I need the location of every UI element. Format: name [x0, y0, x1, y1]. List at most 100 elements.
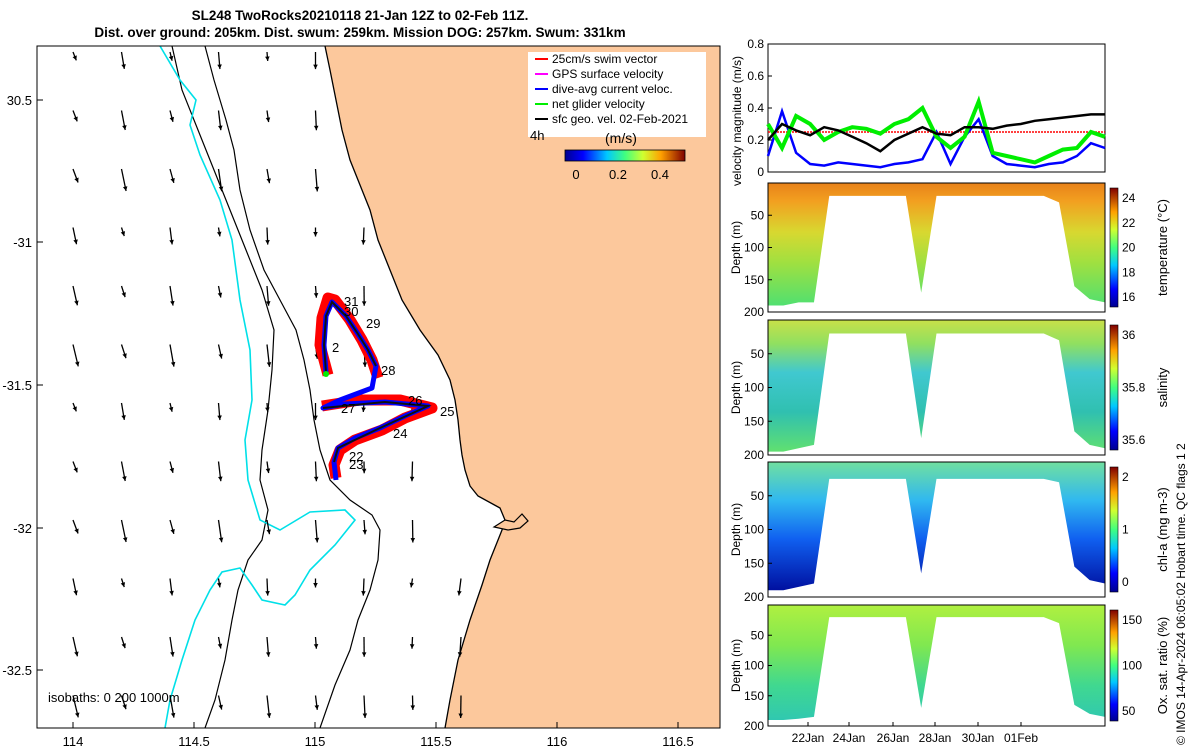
section-ylabel: Depth (m) [729, 361, 743, 414]
current-arrow-head [169, 116, 175, 122]
current-arrow-head [218, 537, 224, 543]
lon-tick-label: 116.5 [662, 734, 694, 749]
colorbar-tick-label: 100 [1122, 659, 1142, 673]
current-arrow-head [265, 591, 270, 596]
colorbar-tick-label: 18 [1122, 265, 1136, 279]
velocity-ytick-label: 0.4 [747, 101, 764, 115]
current-arrow-head [266, 529, 271, 535]
depth-tick-label: 50 [751, 628, 765, 642]
current-arrow-head [265, 652, 271, 657]
colorbar-tick-label: 50 [1122, 704, 1136, 718]
time-tick-label: 22Jan [792, 731, 825, 745]
current-arrow-head [169, 239, 174, 245]
velocity-ytick-label: 0 [757, 165, 764, 179]
current-arrow-head [313, 125, 319, 131]
colorbar-tick-label: 36 [1122, 328, 1136, 342]
current-arrow-head [218, 353, 223, 359]
current-arrow-head [458, 713, 463, 718]
colorbar-tick-label: 150 [1122, 613, 1142, 627]
depth-tick-label: 100 [744, 523, 764, 537]
current-arrow-head [361, 301, 367, 306]
section-field [768, 183, 1105, 306]
time-tick-label: 26Jan [877, 731, 910, 745]
lon-tick-label: 114 [63, 734, 84, 749]
current-arrow-head [122, 704, 127, 710]
lon-tick-label: 115 [305, 734, 326, 749]
legend-label: sfc geo. vel. 02-Feb-2021 [552, 112, 688, 126]
current-arrow-head [74, 651, 79, 657]
current-arrow-head [73, 116, 78, 122]
current-arrow-head [216, 582, 222, 588]
velocity-frame [767, 43, 1106, 173]
section-colorbar [1109, 609, 1119, 722]
lat-tick-label: 30.5 [7, 93, 32, 108]
section-colorbar [1109, 466, 1119, 593]
section-field [768, 462, 1105, 591]
current-arrow-head [313, 64, 318, 70]
current-arrow-head [362, 362, 368, 367]
isobath-0m [159, 46, 357, 728]
velocity-series-line [767, 113, 1105, 153]
map-lat-ticks: 30.5 -31 -31.5 -32 -32.5 [2, 93, 43, 678]
current-arrow-head [265, 117, 271, 123]
depth-tick-label: 200 [744, 719, 764, 733]
legend-label: dive-avg current veloc. [552, 82, 673, 96]
legend-time-label: 4h [530, 128, 544, 143]
section-panel: 50 100 150 200 Depth (m) 36 35.8 35.6 salinity [729, 319, 1170, 462]
current-arrow-head [169, 467, 175, 473]
colorbar-unit-label: (m/s) [605, 130, 637, 146]
velocity-ytick-label: 0.2 [747, 133, 764, 147]
coastline [324, 46, 506, 728]
section-panel: 50 100 150 200 Depth (m) 2 1 0 chl-a (mg m-3) [729, 461, 1170, 604]
colorbar-tick-label: 0 [572, 167, 579, 182]
colorbar-label: salinity [1155, 367, 1170, 407]
current-arrow-head [170, 361, 176, 367]
current-arrow-head [361, 240, 366, 245]
current-arrow-head [266, 362, 272, 367]
current-arrow-head [216, 231, 222, 237]
current-arrow-head [170, 712, 176, 718]
current-arrow-head [313, 232, 318, 237]
current-arrow-head [170, 177, 175, 183]
section-ylabel: Depth (m) [729, 503, 743, 556]
time-tick-label: 30Jan [962, 731, 995, 745]
legend-label: 25cm/s swim vector [552, 52, 657, 66]
colorbar-tick-label: 35.6 [1122, 433, 1146, 447]
start-marker [323, 371, 329, 377]
current-arrow-head [74, 177, 79, 183]
colorbar-tick-label: 16 [1122, 290, 1136, 304]
isobath-200m [204, 46, 381, 728]
current-arrow-head [361, 407, 366, 412]
current-arrow-head [457, 652, 463, 657]
current-arrow-head [361, 591, 366, 596]
velocity-ytick-label: 0.8 [747, 37, 764, 51]
current-arrow-head [218, 125, 223, 131]
velocity-ytick-label: 0.6 [747, 69, 764, 83]
current-arrow-head [313, 644, 319, 649]
colorbar-tick-label: 0 [1122, 575, 1129, 589]
time-tick-label: 28Jan [919, 731, 952, 745]
colorbar-label: Ox. sat. ratio (%) [1155, 617, 1170, 715]
current-arrow-head [121, 292, 126, 298]
current-arrow-head [217, 643, 223, 649]
current-arrow-head [122, 186, 128, 192]
current-arrow-head [168, 55, 174, 61]
current-arrow-head [410, 538, 416, 543]
depth-tick-label: 200 [744, 590, 764, 604]
colorbar-tick-label: 0.4 [651, 167, 669, 182]
legend-label: net glider velocity [552, 97, 645, 111]
depth-tick-label: 50 [751, 347, 765, 361]
day-label: 22 [349, 449, 363, 464]
time-axis: 22Jan 24Jan 26Jan 28Jan 30Jan 01Feb [792, 722, 1038, 745]
day-label: 28 [381, 363, 395, 378]
depth-tick-label: 50 [751, 208, 765, 222]
colorbar-tick-label: 24 [1122, 191, 1136, 205]
velocity-panel: 0 0.2 0.4 0.6 0.8 velocity magnitude (m/s) [730, 37, 1106, 186]
current-arrow-head [72, 55, 77, 61]
current-arrow-head [266, 178, 271, 184]
land-area [325, 46, 720, 728]
map-frame [36, 45, 721, 729]
current-arrow-head [362, 529, 368, 535]
lon-tick-label: 116 [547, 734, 568, 749]
